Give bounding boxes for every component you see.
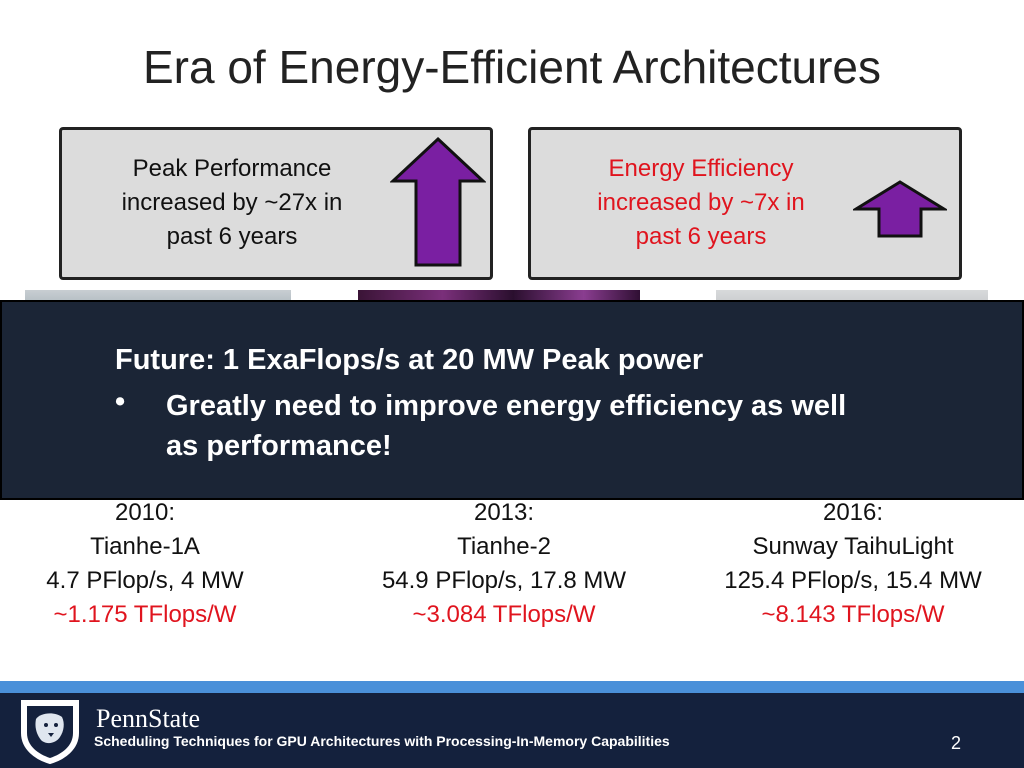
system-efficiency: ~1.175 TFlops/W <box>53 601 237 628</box>
system-caption-2010: 2010: Tianhe-1A 4.7 PFlop/s, 4 MW ~1.175… <box>10 496 280 632</box>
peak-performance-text: Peak Performance increased by ~27x in pa… <box>84 152 380 254</box>
system-efficiency: ~8.143 TFlops/W <box>761 601 945 628</box>
system-caption-2013: 2013: Tianhe-2 54.9 PFlop/s, 17.8 MW ~3.… <box>350 496 658 632</box>
up-arrow-icon-small <box>853 180 947 238</box>
system-year: 2016: <box>822 499 884 526</box>
system-name: Tianhe-2 <box>457 533 551 560</box>
peak-performance-box: Peak Performance increased by ~27x in pa… <box>59 127 493 280</box>
peak-performance-line-1: Peak Performance <box>132 155 332 182</box>
system-spec: 125.4 PFlop/s, 15.4 MW <box>724 567 982 594</box>
energy-efficiency-box: Energy Efficiency increased by ~7x in pa… <box>528 127 962 280</box>
banner-bullet-text: Greatly need to improve energy efficienc… <box>166 390 847 462</box>
system-caption-2016: 2016: Sunway TaihuLight 125.4 PFlop/s, 1… <box>693 496 1013 632</box>
footer-bar: PennState Scheduling Techniques for GPU … <box>0 693 1024 768</box>
energy-efficiency-line-2: increased by ~7x in <box>597 189 805 216</box>
peak-performance-line-3: past 6 years <box>166 223 298 250</box>
energy-efficiency-line-3: past 6 years <box>635 223 767 250</box>
bullet-icon: • <box>115 386 126 418</box>
footer-stripe <box>0 681 1024 693</box>
brand-wordmark: PennState <box>96 704 200 733</box>
banner-heading: Future: 1 ExaFlops/s at 20 MW Peak power <box>115 344 704 376</box>
system-spec: 4.7 PFlop/s, 4 MW <box>46 567 244 594</box>
system-spec: 54.9 PFlop/s, 17.8 MW <box>381 567 627 594</box>
system-name: Sunway TaihuLight <box>752 533 954 560</box>
energy-efficiency-line-1: Energy Efficiency <box>608 155 794 182</box>
future-banner: Future: 1 ExaFlops/s at 20 MW Peak power… <box>0 300 1024 500</box>
energy-efficiency-text: Energy Efficiency increased by ~7x in pa… <box>553 152 849 254</box>
system-efficiency: ~3.084 TFlops/W <box>412 601 596 628</box>
nittany-lion-shield-icon <box>21 700 79 765</box>
page-number: 2 <box>950 733 961 753</box>
footer-subtitle: Scheduling Techniques for GPU Architectu… <box>94 733 670 749</box>
peak-performance-line-2: increased by ~27x in <box>121 189 343 216</box>
system-year: 2013: <box>473 499 535 526</box>
slide-title: Era of Energy-Efficient Architectures <box>142 41 882 93</box>
system-year: 2010: <box>114 499 176 526</box>
up-arrow-icon-large <box>390 136 486 267</box>
system-name: Tianhe-1A <box>90 533 200 560</box>
